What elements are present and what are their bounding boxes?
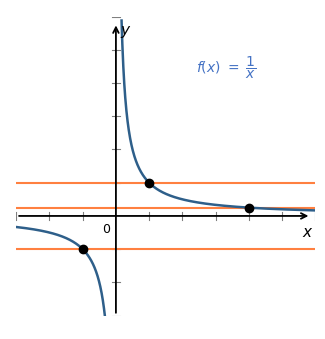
Text: y: y (120, 23, 129, 38)
Text: 0: 0 (102, 223, 110, 236)
Text: $f(x)\ =\ \dfrac{1}{x}$: $f(x)\ =\ \dfrac{1}{x}$ (196, 54, 256, 81)
Text: x: x (303, 225, 312, 240)
